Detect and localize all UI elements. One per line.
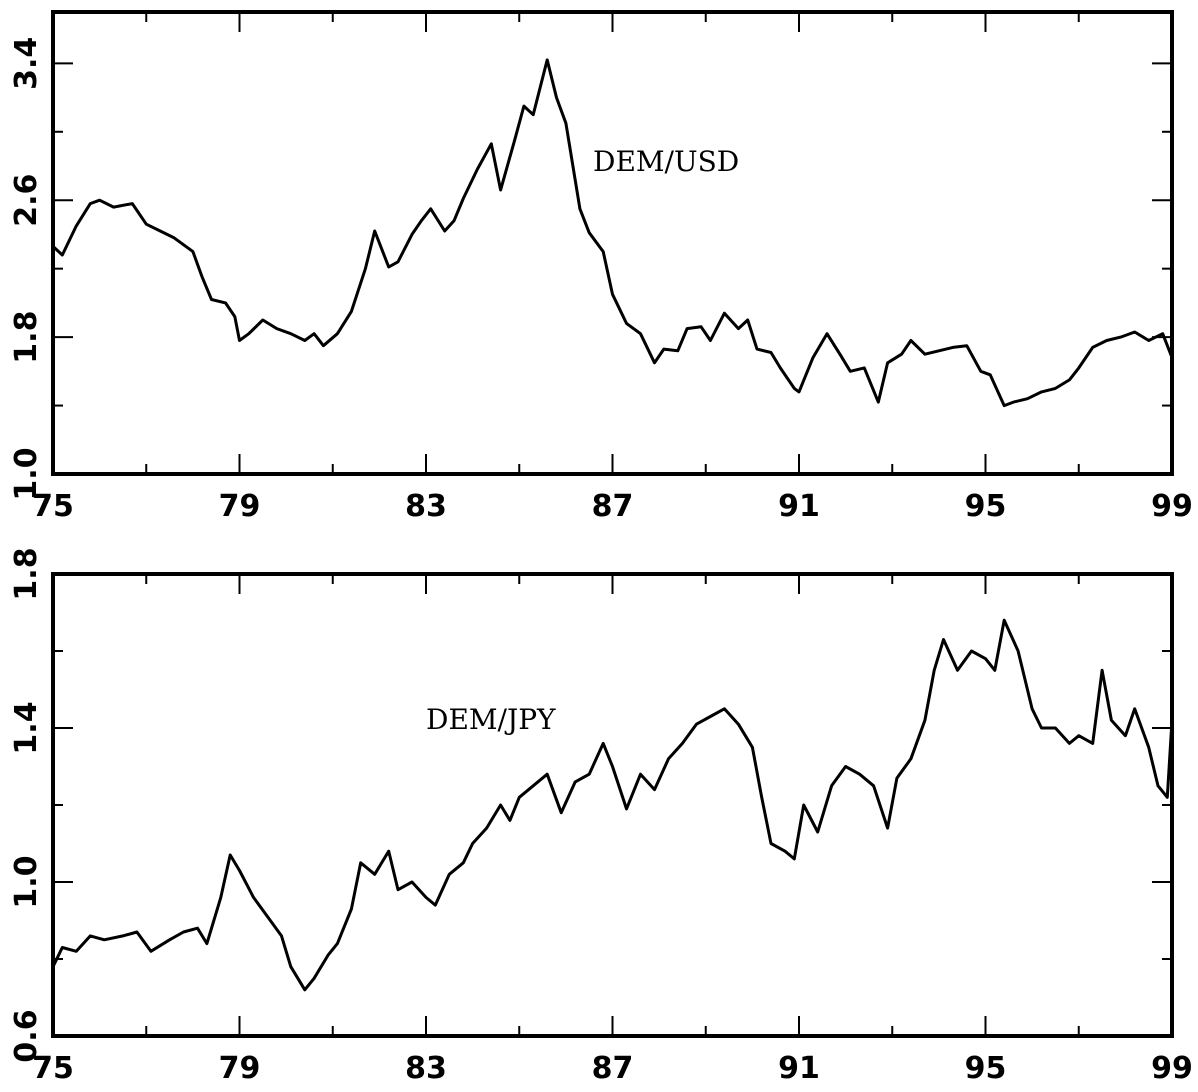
x-tick-label: 83 [405, 489, 447, 524]
x-tick-label: 91 [778, 489, 820, 524]
y-tick-label: 2.6 [9, 174, 44, 227]
y-tick-label: 3.4 [9, 37, 44, 90]
x-tick-label: 99 [1151, 1051, 1193, 1086]
y-tick-label: 1.0 [9, 447, 44, 500]
x-tick-label: 83 [405, 1051, 447, 1086]
chart-dem-usd: 75 79 83 87 91 95 99 1.0 1.8 2.6 3.4 DEM/USD [9, 10, 1193, 524]
y-tick-label: 1.4 [9, 701, 44, 754]
x-tick-label: 99 [1151, 489, 1193, 524]
x-tick-label: 75 [32, 1051, 74, 1086]
y-tick-label: 1.8 [9, 311, 44, 364]
x-axis-tick-labels: 75 79 83 87 91 95 99 [32, 489, 1193, 524]
series-annotation-dem-usd: DEM/USD [593, 145, 739, 178]
x-tick-label: 79 [219, 1051, 261, 1086]
axis-ticks [52, 573, 1173, 1037]
x-axis-tick-labels: 75 79 83 87 91 95 99 [32, 1051, 1193, 1086]
x-tick-label: 91 [778, 1051, 820, 1086]
dem-jpy-series-line [51, 618, 1174, 992]
y-tick-label: 1.8 [9, 547, 44, 600]
plot-frame [51, 572, 1174, 1038]
series-annotation-dem-jpy: DEM/JPY [426, 703, 556, 736]
chart-dem-jpy: 75 79 83 87 91 95 99 0.6 1.0 1.4 1.8 DEM/JPY [9, 547, 1193, 1086]
x-tick-label: 87 [592, 1051, 634, 1086]
y-axis-tick-labels: 1.0 1.8 2.6 3.4 [9, 37, 44, 501]
x-tick-label: 87 [592, 489, 634, 524]
dem-usd-series-line [51, 58, 1174, 408]
x-tick-label: 79 [219, 489, 261, 524]
y-axis-tick-labels: 0.6 1.0 1.4 1.8 [9, 547, 44, 1062]
x-tick-label: 75 [32, 489, 74, 524]
x-tick-label: 95 [965, 1051, 1007, 1086]
y-tick-label: 1.0 [9, 855, 44, 908]
axis-ticks [52, 12, 1173, 475]
x-tick-label: 95 [965, 489, 1007, 524]
y-tick-label: 0.6 [9, 1009, 44, 1062]
